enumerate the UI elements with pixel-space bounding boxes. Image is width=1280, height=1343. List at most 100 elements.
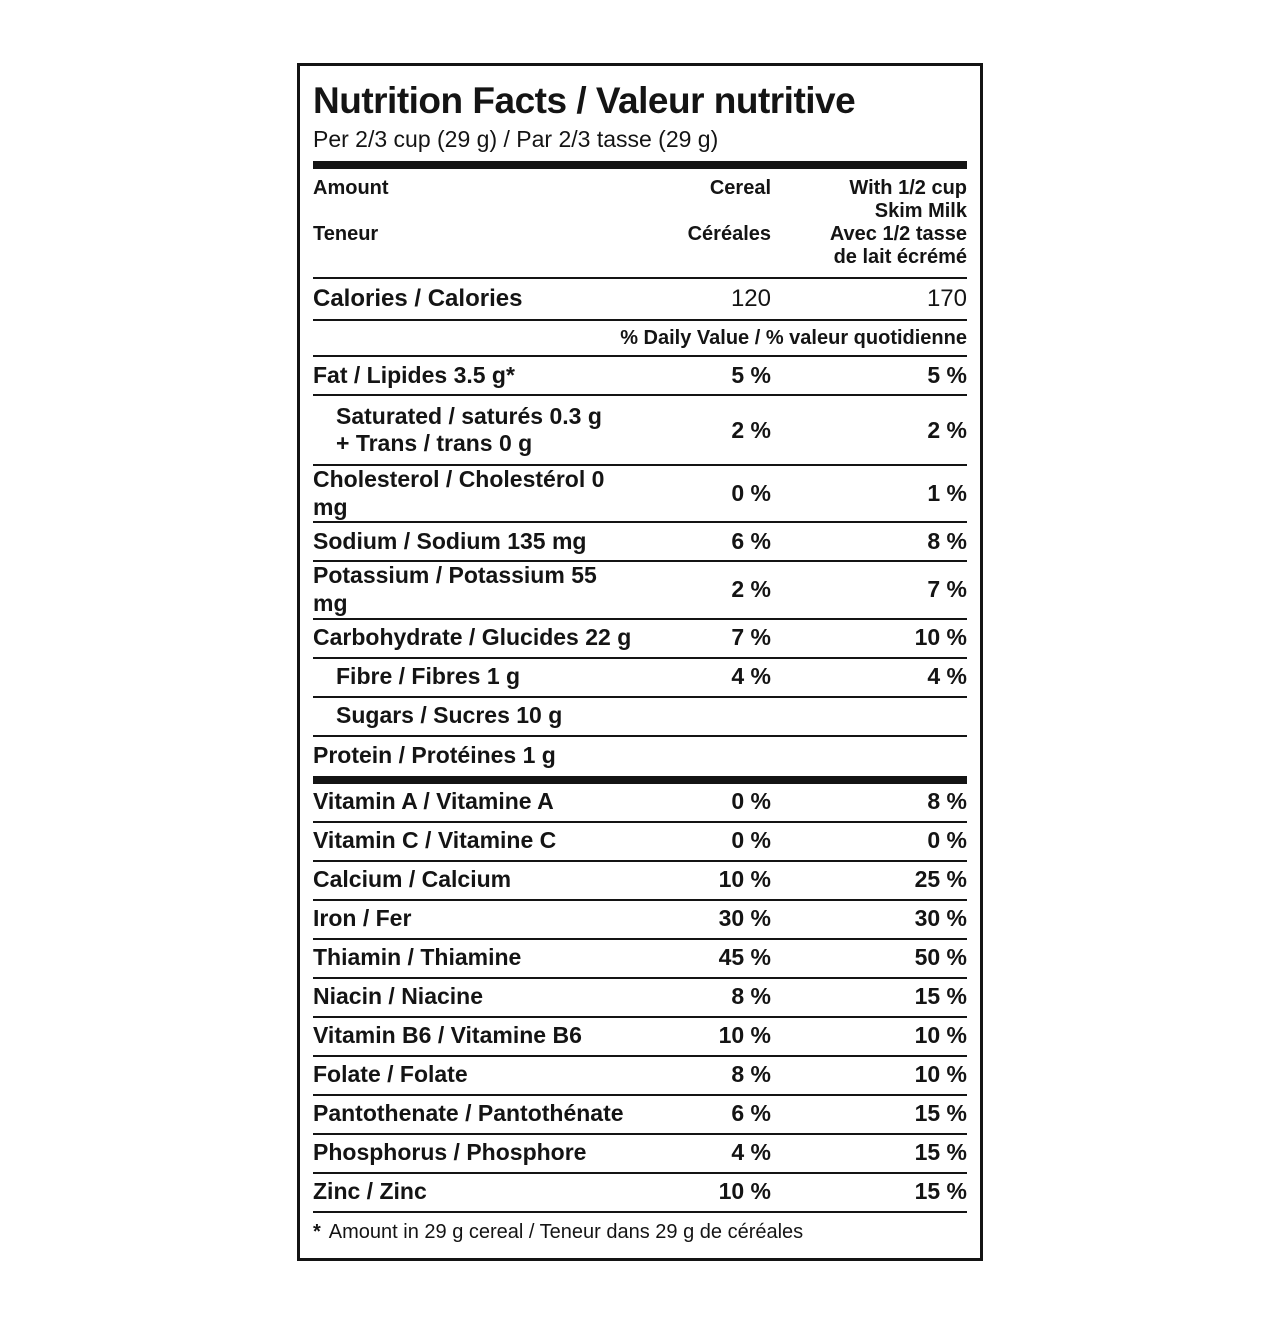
nutrient-cereal-value: 6 % <box>731 528 771 555</box>
nutrient-milk-value: 10 % <box>914 1061 967 1088</box>
nutrient-cereal-value: 8 % <box>731 983 771 1010</box>
nutrient-milk-value: 25 % <box>914 866 967 893</box>
nutrient-name: Fat / Lipides 3.5 g* <box>313 362 515 388</box>
nutrient-name: Fibre / Fibres 1 g <box>336 663 521 690</box>
nutrient-name: Phosphorus / Phosphore <box>313 1139 587 1166</box>
nutrient-name: Protein / Protéines 1 g <box>313 742 556 769</box>
nutrient-row: Fibre / Fibres 1 g 4 % 4 % <box>313 659 967 698</box>
nutrient-row: Fat / Lipides 3.5 g* 5 % 5 % <box>313 357 967 397</box>
nutrient-row: Sodium / Sodium 135 mg 6 % 8 % <box>313 523 967 563</box>
nutrient-row: Thiamin / Thiamine 45 % 50 % <box>313 940 967 979</box>
nutrient-name: Pantothenate / Pantothénate <box>313 1100 624 1127</box>
amount-header-fr: Teneur <box>313 223 379 246</box>
daily-value-header: % Daily Value / % valeur quotidienne <box>313 321 967 358</box>
nutrient-name: Vitamin C / Vitamine C <box>313 827 557 854</box>
nutrition-facts-label: Nutrition Facts / Valeur nutritive Per 2… <box>297 63 983 1261</box>
nutrient-name: Potassium / Potassium 55 mg <box>313 562 597 617</box>
nutrient-name: Cholesterol / Cholestérol 0 mg <box>313 466 605 520</box>
nutrient-name-line2: + Trans / trans 0 g <box>336 430 533 457</box>
amount-header-en: Amount <box>313 177 389 200</box>
milk-header-fr-line2: de lait écrémé <box>833 246 967 269</box>
amount-header: Amount Teneur <box>313 177 641 246</box>
nutrient-row: Zinc / Zinc 10 % 15 % <box>313 1174 967 1213</box>
nutrient-name: Zinc / Zinc <box>313 1178 427 1205</box>
nutrient-cereal-value: 10 % <box>718 866 771 893</box>
nutrient-rows: Fat / Lipides 3.5 g* 5 % 5 % Saturated /… <box>313 357 967 1213</box>
cereal-column-header: Cereal Céréales <box>641 177 771 246</box>
nutrient-row: Saturated / saturés 0.3 g + Trans / tran… <box>313 396 967 467</box>
nutrient-cereal-value: 4 % <box>731 663 771 690</box>
nutrient-cereal-value: 7 % <box>731 624 771 651</box>
nutrient-row: Protein / Protéines 1 g <box>313 737 967 776</box>
calories-row: Calories / Calories 120 170 <box>313 279 967 322</box>
calories-cereal-value: 120 <box>730 285 771 313</box>
nutrient-milk-value: 8 % <box>927 528 967 555</box>
nutrient-cereal-value: 10 % <box>718 1022 771 1049</box>
nutrient-name: Carbohydrate / Glucides 22 g <box>313 624 632 651</box>
nutrient-milk-value: 1 % <box>927 480 967 507</box>
footnote-text: Amount in 29 g cereal / Teneur dans 29 g… <box>328 1220 804 1243</box>
cereal-header-fr: Céréales <box>687 223 771 246</box>
column-header-row: Amount Teneur Cereal Céréales With 1/2 c… <box>313 169 967 277</box>
nutrient-milk-value: 15 % <box>914 1178 967 1205</box>
nutrient-row: Cholesterol / Cholestérol 0 mg 0 % 1 % <box>313 466 967 524</box>
nutrient-milk-value: 15 % <box>914 1100 967 1127</box>
nutrient-milk-value: 15 % <box>914 1139 967 1166</box>
nutrient-name: Sugars / Sucres 10 g <box>336 702 563 729</box>
nutrient-milk-value: 10 % <box>914 624 967 651</box>
nutrient-name: Vitamin B6 / Vitamine B6 <box>313 1022 582 1049</box>
nutrient-cereal-value: 30 % <box>718 905 771 932</box>
nutrient-cereal-value: 4 % <box>731 1139 771 1166</box>
milk-column-header: With 1/2 cup Skim Milk Avec 1/2 tasse de… <box>771 177 967 269</box>
nutrient-name: Niacin / Niacine <box>313 983 484 1010</box>
milk-header-en-line1: With 1/2 cup <box>849 177 967 200</box>
nutrient-milk-value: 0 % <box>927 827 967 854</box>
nutrient-cereal-value: 2 % <box>731 576 771 603</box>
nutrient-row: Carbohydrate / Glucides 22 g 7 % 10 % <box>313 620 967 659</box>
cereal-header-en: Cereal <box>709 177 771 200</box>
nutrient-milk-value: 8 % <box>927 788 967 815</box>
milk-header-en-line2: Skim Milk <box>874 200 967 223</box>
nutrient-milk-value: 50 % <box>914 944 967 971</box>
nutrient-milk-value: 2 % <box>927 416 967 443</box>
footnote: * Amount in 29 g cereal / Teneur dans 29… <box>313 1213 967 1248</box>
nutrient-cereal-value: 2 % <box>731 416 771 443</box>
nutrient-cereal-value: 0 % <box>731 788 771 815</box>
nutrient-cereal-value: 0 % <box>731 480 771 507</box>
label-title: Nutrition Facts / Valeur nutritive <box>313 80 856 121</box>
nutrient-cereal-value: 45 % <box>718 944 771 971</box>
calories-label: Calories / Calories <box>313 285 523 313</box>
nutrient-row: Iron / Fer 30 % 30 % <box>313 901 967 940</box>
nutrient-milk-value: 5 % <box>927 362 967 388</box>
nutrient-name: Saturated / saturés 0.3 g + Trans / tran… <box>313 403 641 458</box>
nutrient-milk-value: 7 % <box>927 576 967 603</box>
nutrient-row: Folate / Folate 8 % 10 % <box>313 1057 967 1096</box>
nutrient-row: Vitamin C / Vitamine C 0 % 0 % <box>313 823 967 862</box>
nutrient-row: Phosphorus / Phosphore 4 % 15 % <box>313 1135 967 1174</box>
nutrient-milk-value: 4 % <box>927 663 967 690</box>
nutrient-row: Calcium / Calcium 10 % 25 % <box>313 862 967 901</box>
nutrient-cereal-value: 10 % <box>718 1178 771 1205</box>
nutrient-milk-value: 10 % <box>914 1022 967 1049</box>
nutrient-cereal-value: 8 % <box>731 1061 771 1088</box>
nutrient-name: Folate / Folate <box>313 1061 468 1088</box>
nutrient-row: Pantothenate / Pantothénate 6 % 15 % <box>313 1096 967 1135</box>
nutrient-milk-value: 30 % <box>914 905 967 932</box>
nutrient-name: Calcium / Calcium <box>313 866 512 893</box>
nutrient-row: Niacin / Niacine 8 % 15 % <box>313 979 967 1018</box>
nutrient-cereal-value: 5 % <box>731 362 771 388</box>
nutrient-row: Potassium / Potassium 55 mg 2 % 7 % <box>313 562 967 620</box>
milk-header-fr-line1: Avec 1/2 tasse <box>829 223 967 246</box>
calories-milk-value: 170 <box>926 285 967 313</box>
nutrient-name: Thiamin / Thiamine <box>313 944 522 971</box>
nutrient-milk-value: 15 % <box>914 983 967 1010</box>
nutrient-cereal-value: 0 % <box>731 827 771 854</box>
thick-divider-top <box>313 161 967 170</box>
serving-size: Per 2/3 cup (29 g) / Par 2/3 tasse (29 g… <box>313 125 719 152</box>
divider <box>313 277 967 280</box>
nutrient-row: Sugars / Sucres 10 g <box>313 698 967 737</box>
footnote-asterisk: * <box>313 1220 321 1243</box>
thick-divider-vitamins <box>313 775 967 784</box>
nutrient-name: Sodium / Sodium 135 mg <box>313 528 587 555</box>
nutrient-name: Vitamin A / Vitamine A <box>313 788 554 815</box>
